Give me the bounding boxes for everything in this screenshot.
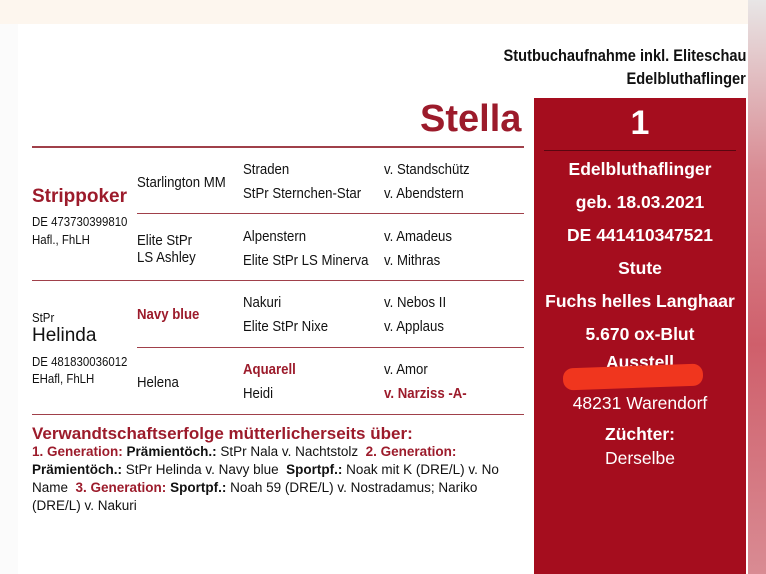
sire-sire: Starlington MM (137, 174, 226, 191)
sire-id: DE 473730399810 (32, 214, 128, 229)
ancestor-sire: v. Applaus (384, 318, 444, 335)
ancestor: Alpenstern (243, 228, 307, 245)
relatives-heading: Verwandtschaftserfolge mütterlicherseits… (32, 424, 413, 443)
panel-divider (544, 150, 736, 151)
sire-name: Strippoker (32, 186, 128, 207)
ancestor-sire: v. Standschütz (384, 161, 470, 178)
divider (137, 347, 524, 348)
header-line-1: Stutbuchaufnahme inkl. Eliteschau (503, 46, 746, 65)
divider (137, 213, 524, 214)
birth-date: geb. 18.03.2021 (575, 192, 705, 212)
top-strip (0, 0, 748, 24)
coat-color: Fuchs helles Langhaar (545, 291, 735, 311)
ancestor: Aquarell (243, 361, 296, 378)
ancestor: Elite StPr Nixe (243, 318, 329, 335)
catalog-number: 1 (630, 104, 650, 142)
ancestor: Nakuri (243, 294, 282, 311)
title-divider (32, 146, 524, 148)
relatives-text: 1. Generation: Prämientöch.: StPr Nala v… (32, 444, 499, 513)
dam-name: Helinda (32, 325, 97, 346)
sire-dam: Elite StPr LS Ashley (137, 232, 196, 266)
dam-dam: Helena (137, 374, 179, 391)
dam-breed: EHafl, FhLH (32, 371, 95, 386)
dam-id: DE 481830036012 (32, 354, 128, 369)
breeder: Derselbe (604, 448, 676, 468)
ancestor: Straden (243, 161, 290, 178)
ancestor: Heidi (243, 385, 274, 402)
sex: Stute (618, 258, 662, 278)
dam-prefix: StPr (32, 310, 55, 325)
ancestor: StPr Sternchen-Star (243, 185, 362, 202)
divider (32, 280, 524, 281)
divider (32, 414, 524, 415)
horse-name: Stella (420, 98, 522, 140)
breeder-label: Züchter: (605, 424, 675, 444)
ancestor: Elite StPr LS Minerva (243, 252, 369, 269)
ueln: DE 441410347521 (567, 225, 713, 245)
ancestor-sire: v. Mithras (384, 252, 441, 269)
info-panel: 1 Edelbluthaflinger geb. 18.03.2021 DE 4… (534, 98, 746, 574)
dam-sire: Navy blue (137, 306, 200, 323)
left-edge (0, 24, 18, 574)
right-edge (748, 0, 766, 574)
ancestor-sire: v. Nebos II (384, 294, 447, 311)
header-line-2: Edelbluthaflinger (626, 69, 746, 88)
ancestor-sire: v. Amadeus (384, 228, 452, 245)
ancestor-sire: v. Abendstern (384, 185, 464, 202)
ancestor-sire: v. Amor (384, 361, 428, 378)
sire-breed: Hafl., FhLH (32, 232, 90, 247)
blood-share: 5.670 ox-Blut (585, 324, 695, 344)
exhibitor-city: 48231 Warendorf (572, 393, 708, 413)
ancestor-sire: v. Narziss -A- (384, 385, 467, 402)
breed: Edelbluthaflinger (568, 159, 712, 179)
